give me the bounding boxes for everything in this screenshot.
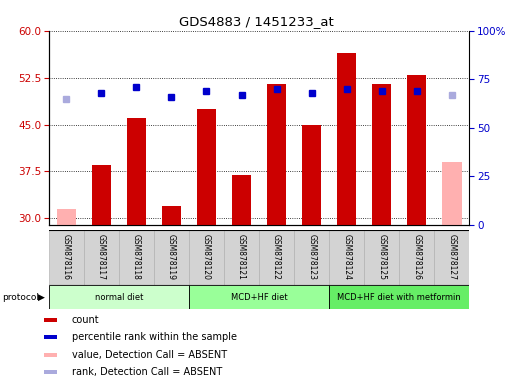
Bar — [162, 206, 181, 225]
Bar — [92, 165, 111, 225]
Text: count: count — [72, 315, 100, 325]
Text: GSM878121: GSM878121 — [237, 234, 246, 280]
Bar — [435, 230, 469, 285]
Text: MCD+HF diet with metformin: MCD+HF diet with metformin — [338, 293, 461, 302]
Bar — [407, 74, 426, 225]
Bar — [49, 230, 84, 285]
Text: GSM878120: GSM878120 — [202, 234, 211, 280]
Text: GSM878127: GSM878127 — [447, 234, 457, 280]
Text: percentile rank within the sample: percentile rank within the sample — [72, 332, 237, 342]
Text: normal diet: normal diet — [95, 293, 143, 302]
Bar — [294, 230, 329, 285]
Text: GSM878123: GSM878123 — [307, 234, 316, 280]
Text: GSM878126: GSM878126 — [412, 234, 421, 280]
Bar — [44, 318, 57, 322]
Bar — [189, 230, 224, 285]
Bar — [154, 230, 189, 285]
Text: rank, Detection Call = ABSENT: rank, Detection Call = ABSENT — [72, 367, 222, 377]
Text: GDS4883 / 1451233_at: GDS4883 / 1451233_at — [179, 15, 334, 28]
Text: GSM878125: GSM878125 — [377, 234, 386, 280]
Text: GSM878119: GSM878119 — [167, 234, 176, 280]
Bar — [189, 285, 329, 309]
Bar — [197, 109, 216, 225]
Bar — [56, 209, 76, 225]
Bar — [49, 285, 189, 309]
Text: MCD+HF diet: MCD+HF diet — [231, 293, 287, 302]
Bar — [44, 353, 57, 357]
Bar — [259, 230, 294, 285]
Bar — [44, 370, 57, 374]
Text: value, Detection Call = ABSENT: value, Detection Call = ABSENT — [72, 350, 227, 360]
Text: GSM878116: GSM878116 — [62, 234, 71, 280]
Bar — [84, 230, 119, 285]
Bar — [127, 118, 146, 225]
Bar — [329, 285, 469, 309]
Text: GSM878118: GSM878118 — [132, 234, 141, 280]
Bar — [372, 84, 391, 225]
Bar — [44, 335, 57, 339]
Bar — [232, 175, 251, 225]
Bar — [224, 230, 259, 285]
Bar — [329, 230, 364, 285]
Bar — [119, 230, 154, 285]
Bar — [364, 230, 399, 285]
Text: GSM878122: GSM878122 — [272, 234, 281, 280]
Bar — [267, 84, 286, 225]
Bar — [399, 230, 435, 285]
Text: ▶: ▶ — [38, 293, 45, 302]
Text: GSM878117: GSM878117 — [97, 234, 106, 280]
Bar — [337, 53, 357, 225]
Text: protocol: protocol — [3, 293, 40, 302]
Bar — [442, 162, 462, 225]
Bar — [302, 124, 321, 225]
Text: GSM878124: GSM878124 — [342, 234, 351, 280]
